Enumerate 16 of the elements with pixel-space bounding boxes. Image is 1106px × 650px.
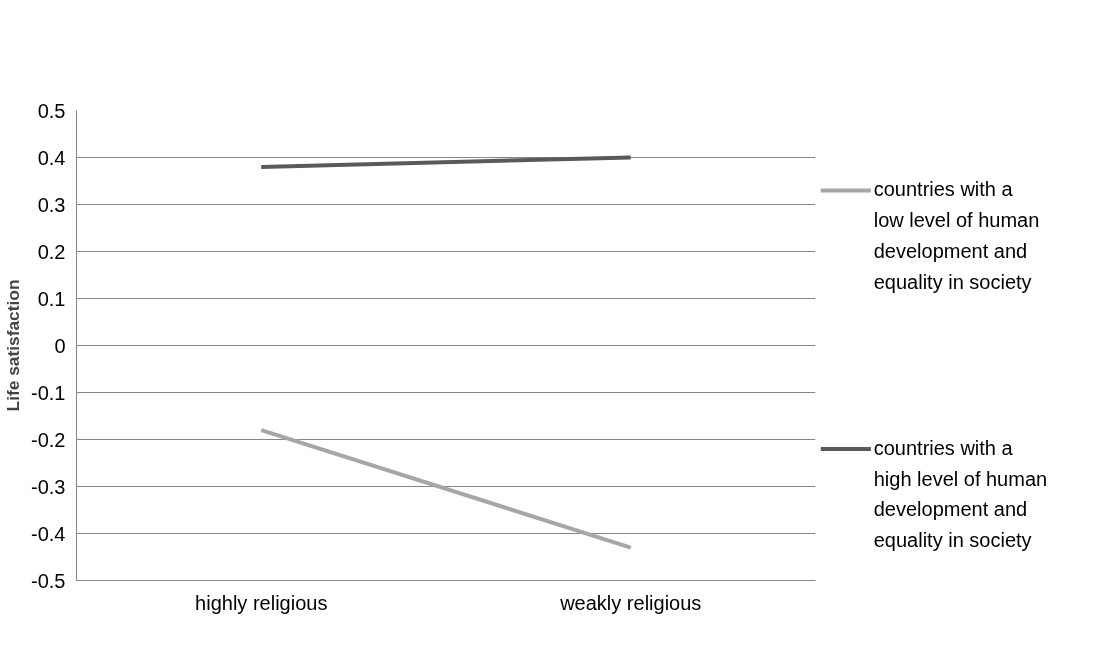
y-tick-label: 0.1 <box>37 287 66 310</box>
y-tick-label: 0.3 <box>37 193 66 216</box>
y-tick-label: -0.4 <box>31 522 66 545</box>
y-tick-label: -0.3 <box>31 475 66 498</box>
legend-label: countries with a high level of human development and equality in society <box>873 436 1048 552</box>
y-tick-label: 0 <box>54 334 66 357</box>
y-tick-label: -0.2 <box>31 428 66 451</box>
legend-label: countries with a low level of human development and equality in society <box>873 178 1040 293</box>
x-tick-label: weakly religious <box>559 591 702 614</box>
y-tick-label: 0.2 <box>37 240 66 263</box>
y-tick-label: 0.4 <box>37 146 66 169</box>
y-tick-label: -0.5 <box>31 569 66 592</box>
y-tick-label: -0.1 <box>31 381 66 404</box>
y-axis-title: Life satisfaction <box>3 279 24 412</box>
y-tick-label: 0.5 <box>37 99 66 122</box>
x-tick-label: highly religious <box>195 591 328 614</box>
